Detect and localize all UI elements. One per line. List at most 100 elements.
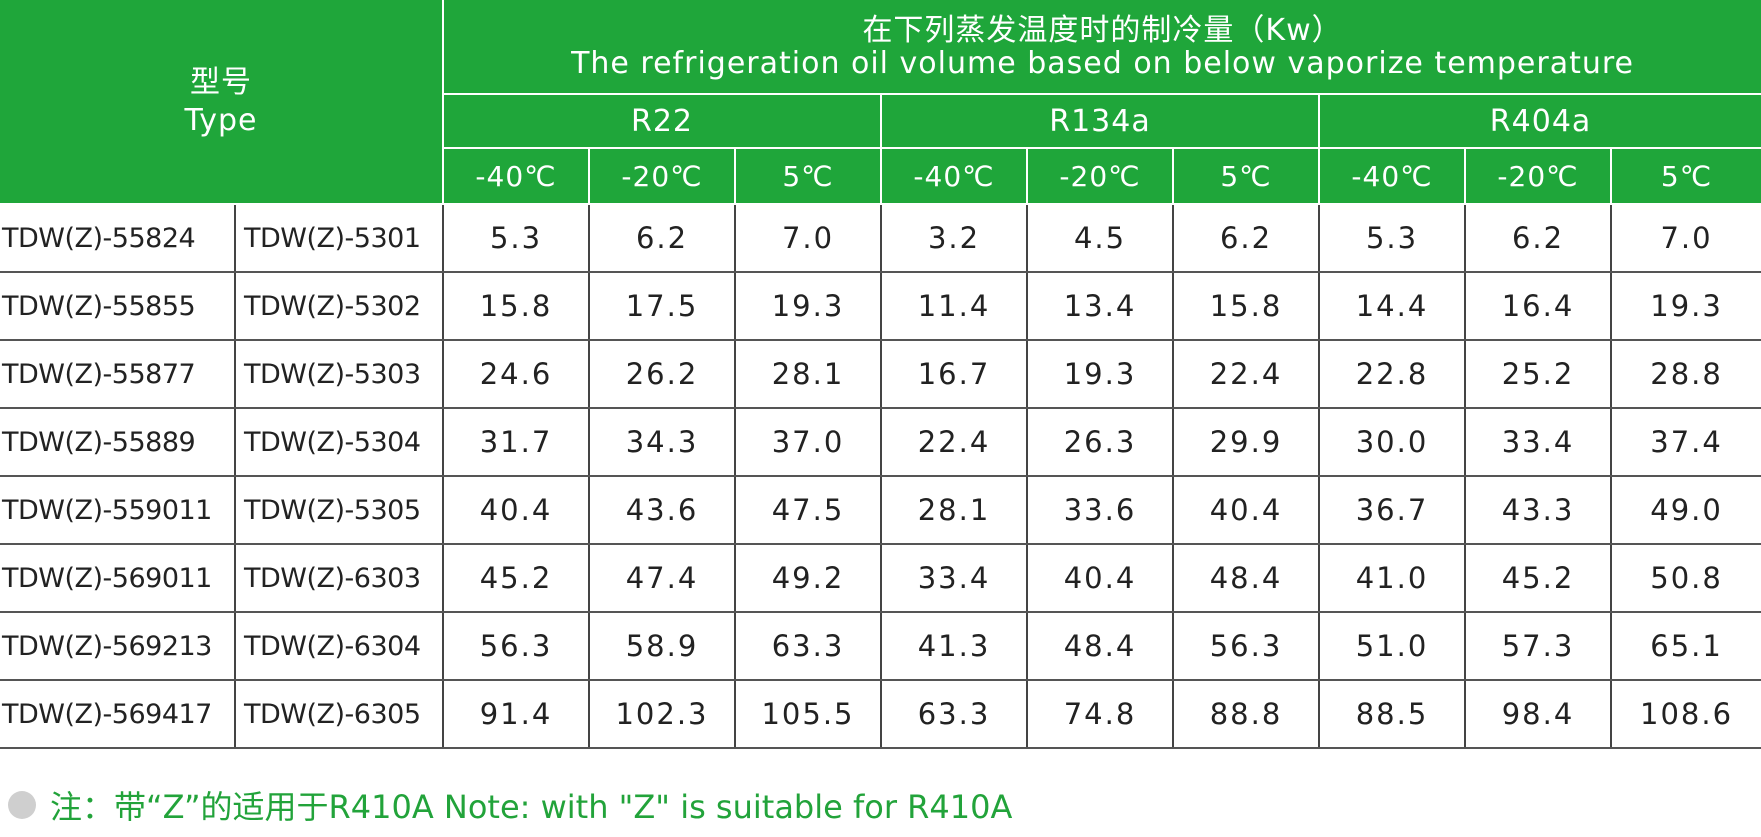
capacity-cell: 63.3 — [734, 612, 881, 681]
capacity-cell: 19.3 — [1026, 340, 1173, 409]
model-b-cell: TDW(Z)-6304 — [234, 612, 443, 681]
capacity-cell: 19.3 — [1609, 272, 1761, 341]
capacity-cell: 7.0 — [1609, 204, 1761, 273]
capacity-cell: 29.9 — [1172, 408, 1319, 477]
temperature-header: -20℃ — [1026, 147, 1174, 205]
capacity-cell: 63.3 — [880, 680, 1027, 749]
capacity-cell: 34.3 — [588, 408, 735, 477]
capacity-cell: 13.4 — [1026, 272, 1173, 341]
capacity-cell: 3.2 — [880, 204, 1027, 273]
model-b-cell: TDW(Z)-5304 — [234, 408, 443, 477]
capacity-cell: 30.0 — [1318, 408, 1465, 477]
capacity-cell: 19.3 — [734, 272, 881, 341]
capacity-cell: 49.2 — [734, 544, 881, 613]
capacity-cell: 4.5 — [1026, 204, 1173, 273]
temperature-header: -20℃ — [588, 147, 736, 205]
capacity-cell: 58.9 — [588, 612, 735, 681]
table-body: TDW(Z)-55824 TDW(Z)-5301 5.3 6.2 7.0 3.2 4.5 6.… — [0, 204, 1761, 749]
capacity-cell: 15.8 — [442, 272, 589, 341]
capacity-cell: 40.4 — [442, 476, 589, 545]
capacity-cell: 16.4 — [1464, 272, 1611, 341]
capacity-cell: 47.5 — [734, 476, 881, 545]
refrigerant-header: R134a — [880, 93, 1320, 149]
capacity-cell: 65.1 — [1609, 612, 1761, 681]
model-a-cell: TDW(Z)-55889 — [0, 408, 235, 477]
capacity-cell: 37.0 — [734, 408, 881, 477]
bullet-icon — [8, 791, 36, 819]
capacity-cell: 74.8 — [1026, 680, 1173, 749]
capacity-cell: 56.3 — [1172, 612, 1319, 681]
capacity-cell: 49.0 — [1609, 476, 1761, 545]
capacity-cell: 98.4 — [1464, 680, 1611, 749]
capacity-cell: 45.2 — [1464, 544, 1611, 613]
capacity-cell: 37.4 — [1609, 408, 1761, 477]
capacity-cell: 22.4 — [880, 408, 1027, 477]
capacity-cell: 43.6 — [588, 476, 735, 545]
capacity-cell: 40.4 — [1026, 544, 1173, 613]
capacity-cell: 45.2 — [442, 544, 589, 613]
table-row: TDW(Z)-569213 TDW(Z)-6304 56.3 58.9 63.3 41.3… — [0, 612, 1761, 681]
capacity-cell: 33.6 — [1026, 476, 1173, 545]
temperature-row: -40℃ -20℃ 5℃ -40℃ -20℃ 5℃ -40℃ -20℃ 5℃ — [0, 147, 1761, 205]
capacity-cell: 36.7 — [1318, 476, 1465, 545]
temperature-header: 5℃ — [1172, 147, 1320, 205]
capacity-cell: 57.3 — [1464, 612, 1611, 681]
temperature-header: -20℃ — [1464, 147, 1612, 205]
temperature-header: -40℃ — [880, 147, 1028, 205]
type-header-en: Type — [184, 102, 258, 138]
capacity-cell: 5.3 — [1318, 204, 1465, 273]
model-b-cell: TDW(Z)-5302 — [234, 272, 443, 341]
capacity-cell: 28.8 — [1609, 340, 1761, 409]
capacity-cell: 15.8 — [1172, 272, 1319, 341]
footnote: 注：带“Z”的适用于R410A Note: with "Z" is suitab… — [8, 782, 1012, 828]
temperature-header: -40℃ — [443, 147, 590, 205]
capacity-cell: 25.2 — [1464, 340, 1611, 409]
capacity-cell: 48.4 — [1026, 612, 1173, 681]
capacity-cell: 6.2 — [1464, 204, 1611, 273]
capacity-cell: 26.2 — [588, 340, 735, 409]
capacity-cell: 11.4 — [880, 272, 1027, 341]
capacity-cell: 24.6 — [442, 340, 589, 409]
capacity-cell: 28.1 — [734, 340, 881, 409]
capacity-header-en: The refrigeration oil volume based on be… — [571, 45, 1634, 81]
footnote-text: 注：带“Z”的适用于R410A Note: with "Z" is suitab… — [50, 788, 1013, 826]
table-row: TDW(Z)-569417 TDW(Z)-6305 91.4 102.3 105.5 63… — [0, 680, 1761, 749]
capacity-cell: 88.5 — [1318, 680, 1465, 749]
temperature-header: 5℃ — [734, 147, 882, 205]
table-row: TDW(Z)-55824 TDW(Z)-5301 5.3 6.2 7.0 3.2 4.5 6.… — [0, 204, 1761, 273]
capacity-cell: 33.4 — [1464, 408, 1611, 477]
capacity-cell: 50.8 — [1609, 544, 1761, 613]
capacity-cell: 43.3 — [1464, 476, 1611, 545]
model-b-cell: TDW(Z)-5301 — [234, 204, 443, 273]
capacity-cell: 40.4 — [1172, 476, 1319, 545]
model-a-cell: TDW(Z)-569417 — [0, 680, 235, 749]
model-a-cell: TDW(Z)-55855 — [0, 272, 235, 341]
capacity-cell: 91.4 — [442, 680, 589, 749]
capacity-cell: 17.5 — [588, 272, 735, 341]
capacity-cell: 6.2 — [588, 204, 735, 273]
model-b-cell: TDW(Z)-5303 — [234, 340, 443, 409]
table-row: TDW(Z)-55877 TDW(Z)-5303 24.6 26.2 28.1 16.7 1… — [0, 340, 1761, 409]
model-b-cell: TDW(Z)-6303 — [234, 544, 443, 613]
capacity-cell: 28.1 — [880, 476, 1027, 545]
capacity-cell: 33.4 — [880, 544, 1027, 613]
table-row: TDW(Z)-559011 TDW(Z)-5305 40.4 43.6 47.5 28.1… — [0, 476, 1761, 545]
type-header-cn: 型号 — [190, 64, 252, 100]
model-a-cell: TDW(Z)-569213 — [0, 612, 235, 681]
capacity-cell: 6.2 — [1172, 204, 1319, 273]
capacity-cell: 31.7 — [442, 408, 589, 477]
model-a-cell: TDW(Z)-55877 — [0, 340, 235, 409]
capacity-cell: 7.0 — [734, 204, 881, 273]
capacity-cell: 26.3 — [1026, 408, 1173, 477]
capacity-cell: 5.3 — [442, 204, 589, 273]
refrigerant-header: R404a — [1317, 93, 1761, 149]
capacity-table: 型号 Type 在下列蒸发温度时的制冷量（Kw） The refrigerati… — [0, 0, 1761, 749]
capacity-cell: 56.3 — [442, 612, 589, 681]
capacity-cell: 22.8 — [1318, 340, 1465, 409]
capacity-cell: 22.4 — [1172, 340, 1319, 409]
capacity-cell: 108.6 — [1609, 680, 1761, 749]
capacity-cell: 51.0 — [1318, 612, 1465, 681]
temperature-header: 5℃ — [1609, 147, 1761, 205]
type-header: 型号 Type — [0, 0, 444, 205]
model-a-cell: TDW(Z)-559011 — [0, 476, 235, 545]
